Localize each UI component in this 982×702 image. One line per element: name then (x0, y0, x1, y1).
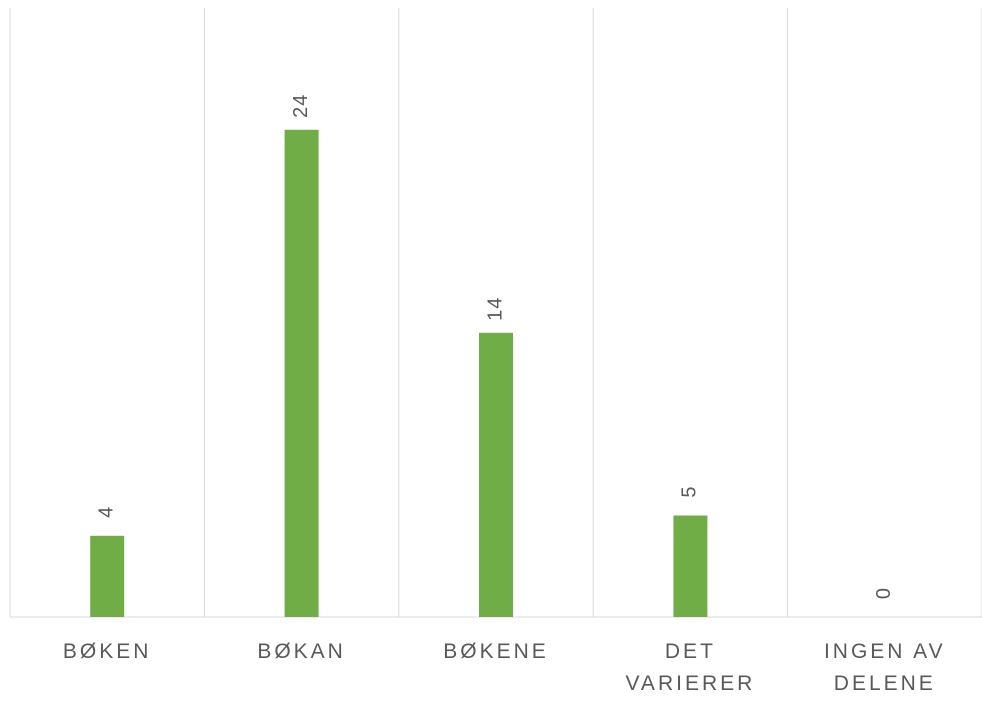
data-label: 4 (95, 506, 117, 518)
data-label: 0 (873, 587, 895, 599)
data-label: 24 (290, 94, 312, 118)
x-tick-label: BØKEN (62, 640, 152, 663)
data-label: 14 (484, 297, 506, 321)
bar (479, 332, 513, 617)
bar (90, 535, 125, 617)
x-tick-label: INGEN AV DELENE (823, 640, 946, 695)
x-tick-label: BØKAN (257, 640, 346, 663)
x-tick-label: BØKENE (443, 640, 549, 663)
bar (284, 129, 319, 618)
x-tick-label: DET VARIERER (625, 640, 756, 695)
data-label: 5 (679, 485, 701, 497)
bar (673, 515, 708, 617)
